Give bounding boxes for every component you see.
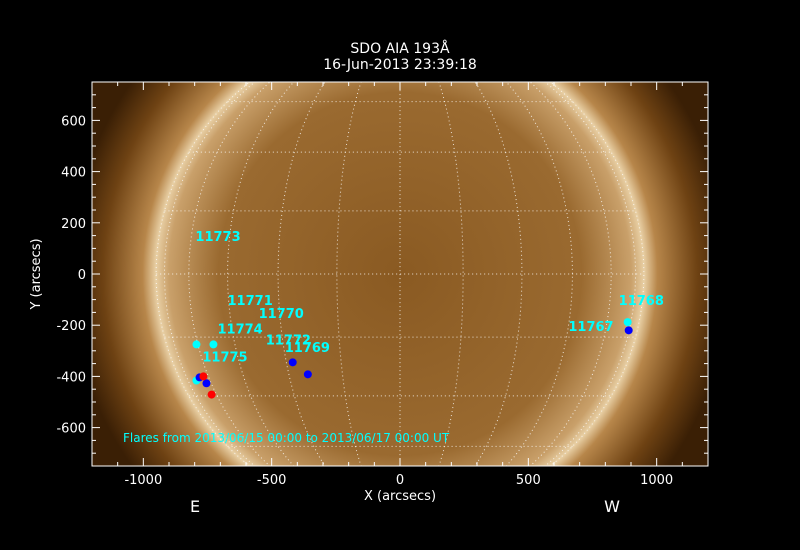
y-tick-label: -400	[56, 370, 86, 385]
active-region-label: 11767	[568, 320, 613, 335]
y-tick-label: 0	[78, 268, 86, 283]
flare-marker	[624, 326, 633, 335]
y-axis-label: Y (arcsecs)	[29, 238, 44, 310]
x-tick-label: -1000	[124, 473, 162, 488]
y-tick-label: 200	[61, 217, 86, 232]
active-region-label: 11773	[195, 230, 240, 245]
x-tick-label: -500	[257, 473, 287, 488]
chart-subtitle: 16-Jun-2013 23:39:18	[323, 57, 477, 73]
east-label: E	[190, 497, 200, 516]
y-tick-label: 400	[61, 166, 86, 181]
active-region-label: 11775	[202, 350, 247, 365]
y-tick-label: 600	[61, 114, 86, 129]
grid-meridian	[544, 82, 636, 466]
active-region-label: 11770	[259, 307, 304, 322]
active-region-label: 11774	[218, 322, 263, 337]
flare-marker	[303, 370, 312, 379]
active-region-label: 11772	[266, 333, 311, 348]
heliographic-grid	[155, 82, 645, 466]
flare-marker	[192, 340, 201, 349]
y-tick-label: -600	[56, 422, 86, 437]
flare-marker	[623, 318, 632, 327]
flare-annotation: Flares from 2013/06/15 00:00 to 2013/06/…	[123, 431, 450, 445]
active-region-label: 11769	[285, 341, 330, 356]
solar-image	[92, 82, 708, 466]
flare-marker	[199, 372, 208, 381]
flare-marker	[207, 390, 216, 399]
x-axis-label: X (arcsecs)	[364, 489, 436, 504]
x-tick-label: 500	[516, 473, 541, 488]
active-region-label: 11771	[228, 294, 273, 309]
flare-marker	[202, 379, 211, 388]
y-tick-label: -200	[56, 319, 86, 334]
chart-title: SDO AIA 193Å	[350, 41, 450, 57]
x-tick-label: 1000	[640, 473, 673, 488]
x-tick-label: 0	[396, 473, 404, 488]
active-region-label: 11768	[619, 294, 664, 309]
flare-marker	[288, 358, 297, 367]
flare-marker	[209, 340, 218, 349]
west-label: W	[604, 497, 620, 516]
